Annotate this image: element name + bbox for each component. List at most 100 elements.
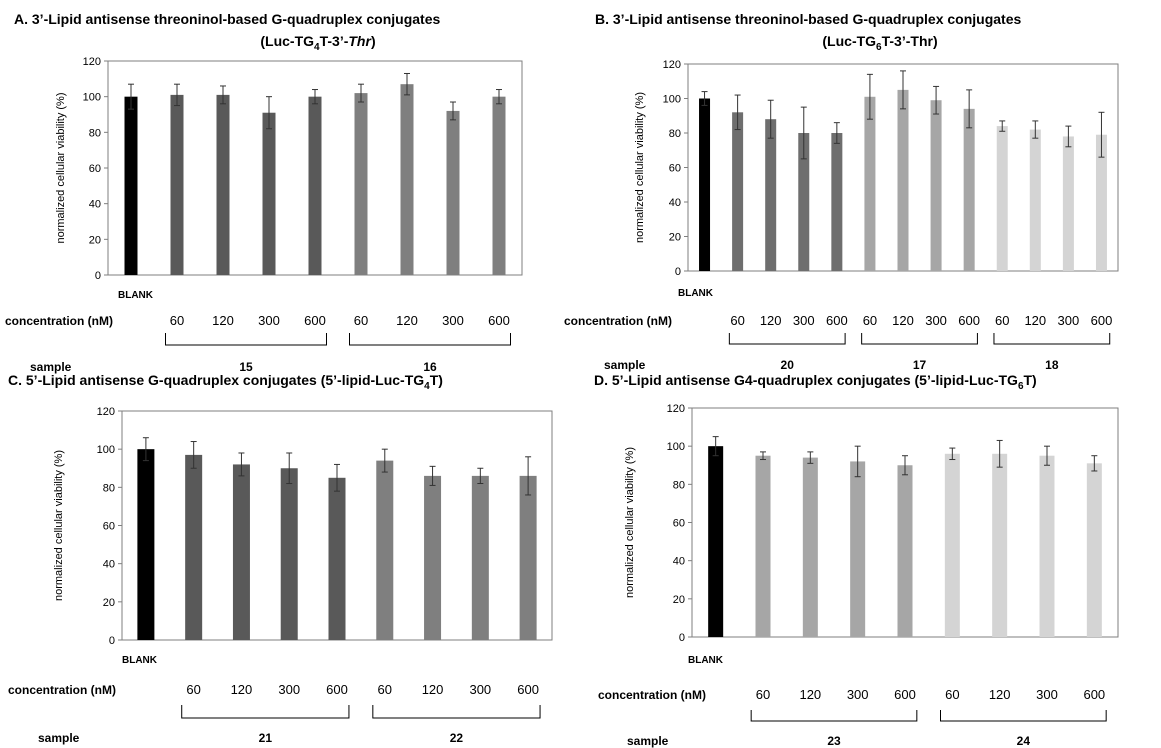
y-tick-label-c: 20 — [103, 597, 115, 609]
y-tick-label-d: 80 — [673, 479, 685, 491]
panel-b-subtitle: (Luc-TG6T-3’-Thr) — [822, 33, 937, 53]
group-bracket-b-1 — [861, 333, 978, 345]
y-axis-label-a: normalized cellular viability (%) — [55, 93, 67, 244]
concentration-value-d: 600 — [894, 687, 916, 702]
group-label-c-0: 21 — [259, 731, 273, 745]
y-tick-label-c: 0 — [109, 635, 115, 647]
y-tick-label-b: 60 — [669, 163, 681, 175]
concentration-value-d: 300 — [847, 687, 869, 702]
concentration-value-a: 120 — [396, 313, 418, 328]
bar-d-6 — [992, 453, 1008, 637]
concentration-value-b: 600 — [1091, 313, 1113, 328]
blank-label-d: BLANK — [688, 655, 724, 666]
bar-c-7 — [471, 475, 489, 640]
bar-d-8 — [1086, 463, 1102, 637]
bar-b-1 — [732, 112, 744, 271]
bar-c-2 — [232, 464, 250, 640]
bar-b-4 — [831, 133, 843, 271]
concentration-value-b: 300 — [793, 313, 815, 328]
bar-c-5 — [376, 460, 394, 640]
group-label-b-0: 20 — [781, 358, 795, 372]
sample-label-c: sample — [38, 731, 80, 745]
group-label-b-1: 17 — [913, 358, 927, 372]
bar-d-4 — [897, 465, 913, 637]
concentration-value-d: 120 — [799, 687, 821, 702]
bar-b-10 — [1029, 129, 1041, 271]
concentration-value-c: 120 — [231, 682, 253, 697]
bar-d-0 — [708, 446, 724, 637]
bar-d-1 — [755, 455, 771, 637]
concentration-value-b: 300 — [925, 313, 947, 328]
bar-b-12 — [1095, 134, 1107, 271]
group-label-c-1: 22 — [450, 731, 464, 745]
bar-b-8 — [963, 108, 975, 271]
y-tick-label-d: 0 — [679, 632, 685, 644]
bar-c-6 — [424, 475, 442, 640]
concentration-value-a: 60 — [170, 313, 184, 328]
concentration-value-d: 60 — [945, 687, 959, 702]
group-bracket-c-0 — [181, 705, 350, 719]
bar-c-8 — [519, 475, 537, 640]
concentration-value-d: 60 — [756, 687, 770, 702]
y-tick-label-d: 20 — [673, 594, 685, 606]
y-axis-label-c: normalized cellular viability (%) — [53, 450, 65, 601]
concentration-value-c: 600 — [517, 682, 539, 697]
y-tick-label-d: 60 — [673, 518, 685, 530]
bar-a-3 — [262, 112, 276, 275]
concentration-label-d: concentration (nM) — [598, 688, 706, 702]
y-tick-label-a: 60 — [89, 163, 101, 175]
sample-label-d: sample — [627, 734, 669, 748]
concentration-value-a: 300 — [442, 313, 464, 328]
concentration-value-a: 600 — [488, 313, 510, 328]
concentration-value-a: 600 — [304, 313, 326, 328]
concentration-label-b: concentration (nM) — [564, 314, 672, 328]
blank-label-a: BLANK — [118, 290, 154, 301]
sample-label-a: sample — [30, 360, 72, 374]
y-tick-label-b: 80 — [669, 128, 681, 140]
panel-c-title: C. 5’-Lipid antisense G-quadruplex conju… — [8, 372, 443, 392]
y-tick-label-a: 20 — [89, 234, 101, 246]
y-tick-label-a: 0 — [95, 270, 101, 282]
concentration-value-a: 60 — [354, 313, 368, 328]
concentration-value-b: 120 — [760, 313, 782, 328]
y-tick-label-c: 100 — [97, 444, 115, 456]
group-label-d-1: 24 — [1017, 734, 1031, 748]
y-tick-label-c: 120 — [97, 406, 115, 418]
group-label-d-0: 23 — [827, 734, 841, 748]
y-tick-label-d: 40 — [673, 556, 685, 568]
y-tick-label-a: 120 — [83, 56, 101, 68]
concentration-label-a: concentration (nM) — [5, 314, 113, 328]
bar-a-7 — [446, 110, 460, 275]
y-tick-label-d: 120 — [667, 403, 685, 415]
bar-c-1 — [185, 454, 203, 640]
panel-a-subtitle: (Luc-TG4T-3’-Thr) — [260, 33, 375, 53]
y-tick-label-d: 100 — [667, 441, 685, 453]
bar-b-0 — [699, 98, 711, 271]
y-tick-label-c: 80 — [103, 482, 115, 494]
bar-a-1 — [170, 94, 184, 275]
blank-label-b: BLANK — [678, 288, 714, 299]
bar-d-2 — [802, 457, 818, 637]
concentration-value-c: 60 — [186, 682, 200, 697]
bar-c-0 — [137, 449, 155, 640]
bar-a-8 — [492, 96, 506, 276]
group-bracket-d-1 — [940, 710, 1107, 722]
group-label-a-0: 15 — [239, 360, 253, 374]
bar-b-9 — [996, 126, 1008, 271]
concentration-value-b: 60 — [863, 313, 877, 328]
concentration-value-a: 120 — [212, 313, 234, 328]
concentration-value-b: 300 — [1058, 313, 1080, 328]
y-tick-label-b: 40 — [669, 197, 681, 209]
group-bracket-d-0 — [750, 710, 918, 722]
concentration-value-b: 120 — [892, 313, 914, 328]
panel-d-title: D. 5’-Lipid antisense G4-quadruplex conj… — [594, 372, 1037, 392]
group-bracket-b-0 — [728, 333, 846, 345]
y-axis-label-b: normalized cellular viability (%) — [634, 92, 646, 243]
bar-b-11 — [1062, 136, 1074, 271]
concentration-value-b: 60 — [995, 313, 1009, 328]
concentration-value-c: 600 — [326, 682, 348, 697]
bar-d-3 — [850, 461, 866, 637]
group-label-a-1: 16 — [423, 360, 437, 374]
group-bracket-a-1 — [349, 333, 511, 346]
